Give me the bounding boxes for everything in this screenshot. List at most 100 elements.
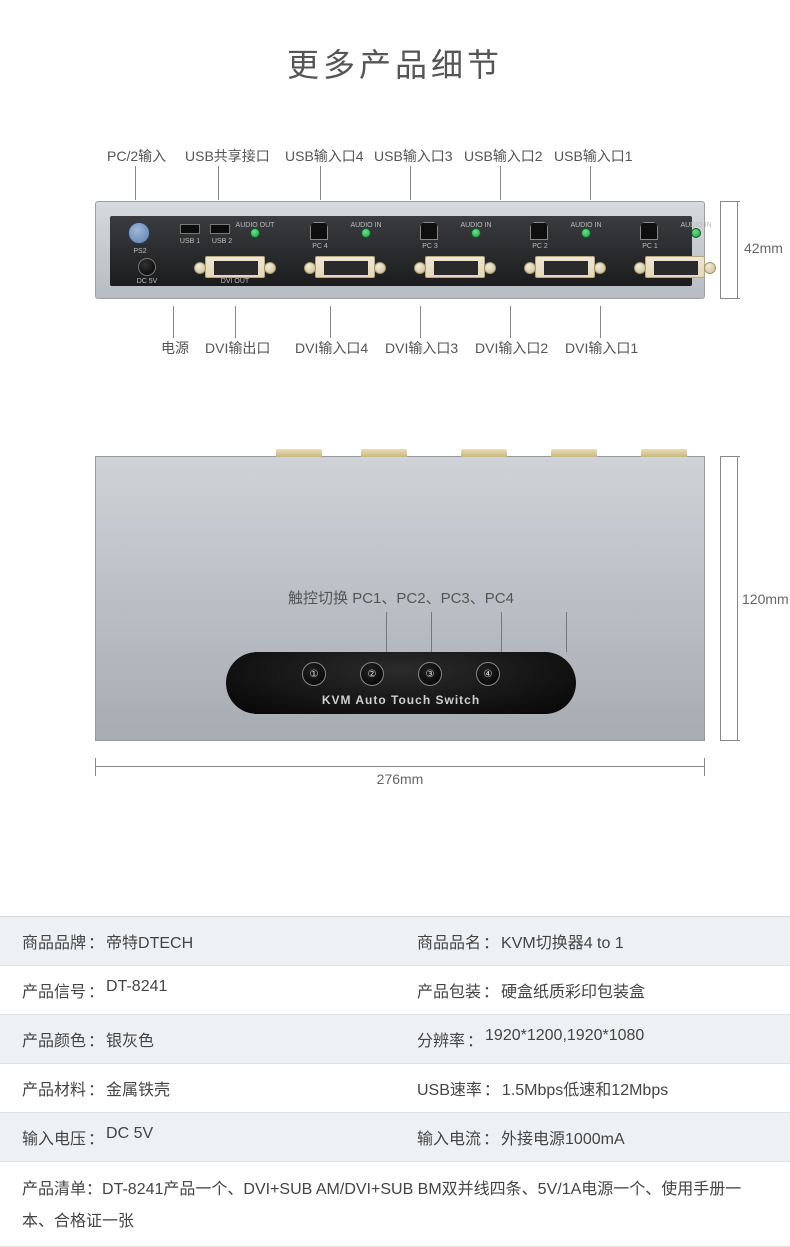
spec-cell: 产品信号：DT-8241 (0, 966, 395, 1014)
leader-line (320, 166, 321, 200)
front-view-diagram: 触控切换 PC1、PC2、PC3、PC4 ①②③④ KVM Auto Touch… (0, 446, 790, 886)
usb-b-port-pc1 (640, 222, 658, 240)
dc-power-jack (138, 258, 156, 276)
silkscreen-label: PS2 (133, 248, 146, 255)
front-width-dimension: 276mm (95, 766, 705, 784)
leader-line (135, 166, 136, 200)
spec-val: 银灰色 (106, 1027, 154, 1051)
silkscreen-label: PC 2 (532, 243, 548, 250)
spec-row: 商品品牌：帝特DTECH商品品名：KVM切换器4 to 1 (0, 917, 790, 966)
usb-a-port-1 (180, 224, 200, 234)
spec-key: 商品品名 (417, 929, 481, 953)
spec-val: 硬盒纸质彩印包装盒 (501, 978, 645, 1002)
dvi-out-port (205, 256, 265, 278)
silkscreen-label: PC 1 (642, 243, 658, 250)
audio-in-jack-pc1 (691, 228, 701, 238)
dvi-in-port-pc4 (315, 256, 375, 278)
spec-val: DT-8241产品一个、DVI+SUB AM/DVI+SUB BM双并线四条、5… (22, 1181, 741, 1230)
spec-cell: 商品品牌：帝特DTECH (0, 917, 395, 965)
rear-height-dimension (720, 201, 738, 299)
rear-bottom-label-1: DVI输出口 (205, 338, 270, 358)
silkscreen-label: USB 1 (180, 238, 200, 245)
spec-row: 输入电压：DC 5V输入电流：外接电源1000mA (0, 1113, 790, 1162)
spec-val: KVM切换器4 to 1 (501, 929, 624, 953)
spec-row: 产品颜色：银灰色分辨率：1920*1200,1920*1080 (0, 1015, 790, 1064)
touch-button-3[interactable]: ③ (418, 662, 442, 686)
spec-key: 输入电压 (22, 1125, 86, 1149)
rear-bottom-label-5: DVI输入口1 (565, 338, 638, 358)
leader-line (386, 612, 387, 652)
spec-key: 产品颜色 (22, 1027, 86, 1051)
spec-val: 1.5Mbps低速和12Mbps (502, 1076, 668, 1100)
silkscreen-label: DVI OUT (221, 278, 249, 285)
spec-key: USB速率 (417, 1076, 482, 1100)
dvi-in-port-pc3 (425, 256, 485, 278)
leader-line (218, 166, 219, 200)
silkscreen-label: PC 4 (312, 243, 328, 250)
spec-val: 外接电源1000mA (501, 1125, 625, 1149)
front-device-body: 触控切换 PC1、PC2、PC3、PC4 ①②③④ KVM Auto Touch… (95, 456, 705, 741)
top-edge-connector (276, 449, 322, 457)
spec-key: 产品信号 (22, 978, 86, 1002)
rear-device-face: PS2USB 1USB 2AUDIO OUTAUDIO INAUDIO INAU… (110, 216, 692, 286)
spec-row: 产品材料：金属铁壳USB速率：1.5Mbps低速和12Mbps (0, 1064, 790, 1113)
leader-line (173, 306, 174, 338)
audio-in-jack-pc4 (361, 228, 371, 238)
rear-device-chassis: PS2USB 1USB 2AUDIO OUTAUDIO INAUDIO INAU… (95, 201, 705, 299)
rear-top-label-0: PC/2输入 (107, 146, 166, 166)
rear-height-dimension-value: 42mm (744, 240, 783, 256)
rear-top-label-2: USB输入口4 (285, 146, 364, 166)
top-edge-connector (641, 449, 687, 457)
front-width-dimension-value: 276mm (95, 771, 705, 787)
spec-val: 1920*1200,1920*1080 (485, 1027, 644, 1051)
leader-line (410, 166, 411, 200)
silkscreen-label: USB 2 (212, 238, 232, 245)
touch-button-4[interactable]: ④ (476, 662, 500, 686)
leader-line (330, 306, 331, 338)
spec-cell: 产品包装：硬盒纸质彩印包装盒 (395, 966, 790, 1014)
leader-line (420, 306, 421, 338)
rear-bottom-label-0: 电源 (161, 338, 189, 358)
spec-key: 分辨率 (417, 1027, 465, 1051)
spec-key: 商品品牌 (22, 929, 86, 953)
leader-line (501, 612, 502, 652)
touch-button-1[interactable]: ① (302, 662, 326, 686)
audio-in-jack-pc2 (581, 228, 591, 238)
touch-button-2[interactable]: ② (360, 662, 384, 686)
leader-line (600, 306, 601, 338)
leader-line (566, 612, 567, 652)
spec-row: 产品信号：DT-8241产品包装：硬盒纸质彩印包装盒 (0, 966, 790, 1015)
rear-top-label-5: USB输入口1 (554, 146, 633, 166)
silkscreen-label: DC 5V (137, 278, 158, 285)
audio-out-jack (250, 228, 260, 238)
touch-panel: ①②③④ KVM Auto Touch Switch (226, 652, 576, 714)
spec-cell: 产品材料：金属铁壳 (0, 1064, 395, 1112)
spec-cell: USB速率：1.5Mbps低速和12Mbps (395, 1064, 790, 1112)
rear-bottom-label-2: DVI输入口4 (295, 338, 368, 358)
spec-val: DT-8241 (106, 978, 167, 1002)
leader-line (431, 612, 432, 652)
touch-switch-callout: 触控切换 PC1、PC2、PC3、PC4 (96, 587, 706, 608)
spec-key: 产品清单 (22, 1181, 86, 1198)
silkscreen-label: PC 3 (422, 243, 438, 250)
rear-bottom-label-3: DVI输入口3 (385, 338, 458, 358)
spec-cell: 输入电压：DC 5V (0, 1113, 395, 1161)
usb-a-port-2 (210, 224, 230, 234)
spec-val: 帝特DTECH (106, 929, 193, 953)
usb-b-port-pc2 (530, 222, 548, 240)
rear-top-label-3: USB输入口3 (374, 146, 453, 166)
rear-view-diagram: PC/2输入USB共享接口USB输入口4USB输入口3USB输入口2USB输入口… (0, 146, 790, 386)
top-edge-connector (551, 449, 597, 457)
dvi-in-port-pc2 (535, 256, 595, 278)
ps2-port (128, 222, 150, 244)
usb-b-port-pc3 (420, 222, 438, 240)
spec-key: 产品材料 (22, 1076, 86, 1100)
top-edge-connector (361, 449, 407, 457)
spec-list-cell: 产品清单：DT-8241产品一个、DVI+SUB AM/DVI+SUB BM双并… (0, 1162, 790, 1246)
front-height-dimension-value: 120mm (742, 591, 789, 607)
dvi-in-port-pc1 (645, 256, 705, 278)
rear-top-label-1: USB共享接口 (185, 146, 270, 166)
leader-line (500, 166, 501, 200)
front-height-dimension (720, 456, 738, 741)
spec-table: 商品品牌：帝特DTECH商品品名：KVM切换器4 to 1产品信号：DT-824… (0, 916, 790, 1247)
